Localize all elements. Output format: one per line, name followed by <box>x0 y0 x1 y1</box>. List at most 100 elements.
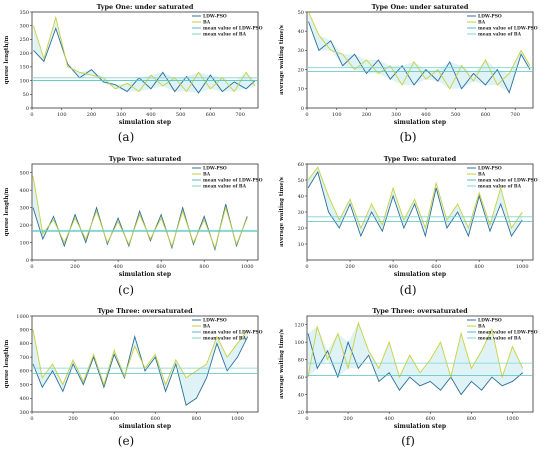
series-line-2 <box>308 11 531 90</box>
y-tick-label: 40 <box>298 392 304 398</box>
series-line-1 <box>307 170 523 238</box>
plot-frame <box>31 11 259 109</box>
y-tick-label: 50 <box>23 92 29 98</box>
y-axis-label: queue length/m <box>4 188 10 237</box>
legend-label: BA <box>478 21 486 26</box>
x-tick-label: 600 <box>481 112 491 118</box>
y-axis-label: queue length/m <box>4 36 10 85</box>
x-tick-label: 0 <box>305 264 308 270</box>
y-tick-label: 120 <box>294 323 304 329</box>
y-tick-label: 500 <box>19 382 29 388</box>
y-tick-label: 600 <box>19 369 29 375</box>
x-tick-label: 300 <box>116 112 126 118</box>
y-tick-label: 0 <box>26 258 29 264</box>
x-tick-label: 100 <box>332 112 342 118</box>
y-tick-label: 20 <box>298 410 304 416</box>
legend-label: mean value of LDW-PSO <box>478 331 538 336</box>
x-tick-label: 400 <box>109 416 119 422</box>
legend-label: mean value of LDW-PSO <box>478 27 538 32</box>
caption-b: (b) <box>399 130 417 144</box>
y-tick-label: 0 <box>26 106 29 112</box>
legend-label: mean value of LDW-PSO <box>203 27 263 32</box>
x-tick-label: 200 <box>343 416 353 422</box>
series-line-2 <box>33 15 256 93</box>
chart-panel-b: Type One: under saturated simulation step… <box>275 0 545 128</box>
x-tick-label: 600 <box>431 264 441 270</box>
y-tick-label: 1000 <box>16 314 29 320</box>
x-tick-label: 200 <box>87 112 97 118</box>
y-tick-label: 900 <box>19 328 29 334</box>
series-line-2 <box>307 166 523 230</box>
y-tick-label: 20 <box>298 226 304 232</box>
y-axis-label: average waiting time/s <box>279 329 285 399</box>
y-tick-label: 10 <box>298 242 304 248</box>
y-axis-label: average waiting time/s <box>279 25 285 95</box>
chart-panel-f: Type Three: oversaturated simulation step… <box>275 304 545 432</box>
legend-label: mean value of LDW-PSO <box>203 331 263 336</box>
legend-label: LDW-PSO <box>203 319 227 324</box>
legend-label: mean value of LDW-PSO <box>478 179 538 184</box>
x-tick-label: 800 <box>467 416 477 422</box>
chart-title: Type Two: saturated <box>384 155 457 163</box>
x-tick-label: 100 <box>57 112 67 118</box>
chart-svg: Type Three: oversaturated simulation step… <box>4 307 263 430</box>
legend-label: BA <box>478 173 486 178</box>
chart-panel-d: Type Two: saturated simulation step averag… <box>275 152 545 280</box>
caption-a: (a) <box>117 130 135 144</box>
plot-frame <box>306 315 534 413</box>
y-tick-label: 400 <box>19 396 29 402</box>
y-tick-label: 200 <box>19 223 29 229</box>
series-line-1 <box>32 334 249 406</box>
x-axis-label: simulation step <box>119 271 171 278</box>
legend-label: mean value of BA <box>478 185 522 190</box>
legend-label: BA <box>478 325 486 330</box>
x-tick-label: 600 <box>150 416 160 422</box>
plot-frame <box>31 163 259 261</box>
y-tick-label: 400 <box>19 188 29 194</box>
chart-title: Type One: under saturated <box>372 3 469 11</box>
chart-svg: Type One: under saturated simulation step… <box>4 3 263 126</box>
y-tick-label: 300 <box>19 205 29 211</box>
x-tick-label: 400 <box>388 264 398 270</box>
x-tick-label: 300 <box>391 112 401 118</box>
plot-frame <box>31 315 259 413</box>
y-tick-label: 10 <box>298 87 304 93</box>
y-tick-label: 20 <box>298 67 304 73</box>
chart-panel-e: Type Three: oversaturated simulation step… <box>0 304 270 432</box>
x-tick-label: 600 <box>206 112 216 118</box>
legend-label: mean value of BA <box>203 185 247 190</box>
legend-label: mean value of BA <box>203 337 247 342</box>
legend-label: LDW-PSO <box>478 15 502 20</box>
x-tick-label: 800 <box>474 264 484 270</box>
x-tick-label: 400 <box>384 416 394 422</box>
legend-label: LDW-PSO <box>203 15 227 20</box>
chart-panel-c: Type Two: saturated simulation step queue … <box>0 152 270 280</box>
y-tick-label: 700 <box>19 355 29 361</box>
y-axis-label: average waiting time/s <box>279 177 285 247</box>
y-tick-label: 40 <box>298 29 304 35</box>
y-tick-label: 200 <box>19 51 29 57</box>
x-tick-label: 500 <box>451 112 461 118</box>
x-tick-label: 1000 <box>506 416 519 422</box>
y-tick-label: 80 <box>298 357 304 363</box>
legend-label: BA <box>203 325 211 330</box>
legend-label: LDW-PSO <box>478 319 502 324</box>
plot-frame <box>306 11 534 109</box>
series-line-1 <box>32 204 248 252</box>
x-tick-label: 200 <box>362 112 372 118</box>
legend-label: BA <box>203 21 211 26</box>
legend-label: BA <box>203 173 211 178</box>
x-axis-label: simulation step <box>394 271 446 278</box>
chart-svg: Type One: under saturated simulation step… <box>279 3 538 126</box>
legend-label: mean value of LDW-PSO <box>203 179 263 184</box>
series-line-1 <box>308 21 531 94</box>
y-tick-label: 40 <box>298 194 304 200</box>
y-tick-label: 800 <box>19 341 29 347</box>
x-tick-label: 200 <box>68 416 78 422</box>
x-tick-label: 1000 <box>516 264 529 270</box>
y-tick-label: 250 <box>19 37 29 43</box>
y-tick-label: 350 <box>19 10 29 16</box>
y-tick-label: 100 <box>19 240 29 246</box>
x-tick-label: 200 <box>70 264 80 270</box>
chart-title: Type One: under saturated <box>97 3 194 11</box>
